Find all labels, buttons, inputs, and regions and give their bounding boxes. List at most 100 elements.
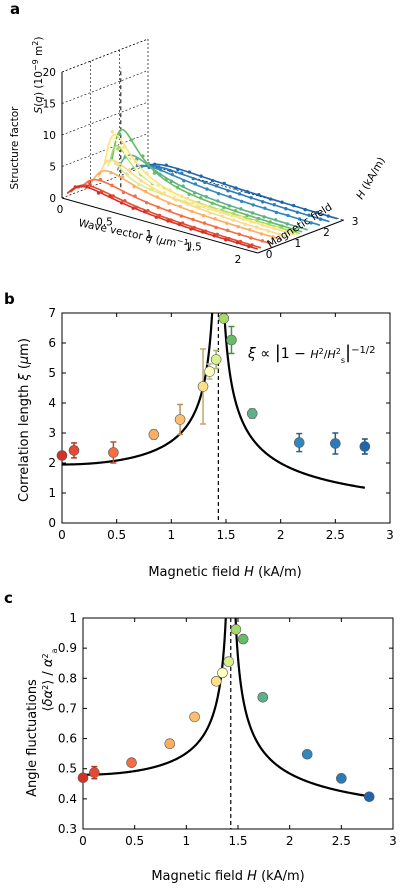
data-point-14 [363, 791, 375, 803]
structure-factor-point [222, 181, 226, 186]
structure-factor-point [158, 186, 163, 190]
structure-factor-point [200, 230, 205, 234]
data-point-6 [211, 675, 222, 687]
structure-factor-point [141, 154, 145, 158]
structure-factor-point [216, 199, 220, 203]
y-tick-label: 0.7 [58, 701, 77, 715]
structure-factor-point [135, 169, 139, 173]
structure-factor-point [98, 177, 103, 182]
structure-factor-point [245, 189, 250, 194]
structure-factor-point [143, 209, 147, 214]
y-tick-label: 0.6 [58, 732, 77, 746]
y-tick-label: 1 [69, 611, 77, 625]
x-tick-label: 1 [168, 528, 176, 542]
structure-factor-point [273, 218, 278, 222]
structure-factor-point [170, 192, 174, 196]
x-tick-label: 2 [286, 834, 294, 848]
structure-factor-point [250, 243, 254, 247]
structure-factor-point [309, 221, 313, 225]
s-tick-label: 20 [43, 67, 56, 79]
q-tick-label: 2 [235, 254, 242, 266]
structure-factor-point [168, 209, 172, 213]
structure-factor-point [250, 211, 255, 215]
structure-factor-point [259, 232, 264, 236]
structure-factor-point [180, 221, 185, 225]
structure-factor-point [228, 194, 232, 199]
data-point-5 [189, 711, 200, 723]
x-tick-label: 0 [58, 528, 66, 542]
structure-factor-point [234, 186, 238, 190]
b-ylabel: Correlation length ξ (μm) [17, 338, 32, 502]
structure-factor-point [268, 220, 272, 224]
structure-factor-point [226, 212, 230, 216]
data-point-13 [330, 438, 341, 449]
floor-back-edge [61, 164, 149, 199]
c-ylabel-symbol: ⟨δα2⟩ / α2a [41, 648, 59, 711]
x-tick-label: 1.5 [216, 528, 235, 542]
structure-factor-curve-10 [97, 159, 290, 238]
structure-factor-point [190, 209, 194, 214]
structure-factor-point [191, 176, 195, 181]
structure-factor-point [315, 210, 319, 215]
structure-factor-point [201, 213, 206, 218]
x-tick-label: 2.5 [326, 528, 345, 542]
structure-factor-point [168, 168, 172, 173]
a-curves [66, 128, 338, 250]
structure-factor-point [199, 196, 203, 200]
structure-factor-point [156, 205, 160, 209]
structure-factor-point [274, 210, 279, 215]
a-3d-frame [61, 38, 344, 254]
y-tick-label: 0.5 [58, 762, 77, 776]
structure-factor-point [249, 236, 253, 240]
structure-factor-point [192, 191, 197, 195]
structure-factor-point [176, 167, 180, 172]
structure-factor-point [202, 221, 207, 225]
structure-factor-point [109, 170, 113, 175]
structure-factor-point [96, 191, 101, 195]
structure-factor-point [285, 222, 289, 226]
structure-factor-point [297, 217, 302, 221]
h-tick-label: 2 [323, 227, 330, 239]
structure-factor-point [261, 200, 265, 204]
structure-factor-point [125, 172, 130, 177]
y-tick-label: 0.4 [58, 792, 77, 806]
h-tick-label: 3 [352, 216, 359, 228]
data-point-3 [126, 757, 137, 768]
structure-factor-point [177, 222, 182, 227]
structure-factor-point [257, 193, 261, 197]
y-tick-label: 6 [48, 336, 56, 350]
back-wall-grid [61, 38, 149, 73]
structure-factor-point [216, 191, 221, 196]
structure-factor-point [249, 195, 253, 200]
structure-factor-point [158, 168, 163, 172]
q-axis [61, 197, 258, 254]
structure-factor-point [152, 171, 157, 175]
structure-factor-point [191, 200, 196, 204]
structure-factor-point [185, 202, 189, 206]
structure-factor-point [220, 214, 224, 218]
structure-factor-point [280, 200, 284, 204]
structure-factor-point [150, 186, 155, 191]
structure-factor-point [238, 239, 243, 244]
structure-factor-point [249, 220, 253, 224]
a-xlabel: Wave vector q (μm−1) [77, 215, 193, 253]
x-tick-label: 0.5 [125, 834, 144, 848]
structure-factor-point [168, 188, 172, 192]
x-tick-label: 1 [183, 834, 191, 848]
structure-factor-point [214, 184, 219, 188]
structure-factor-point [222, 205, 226, 210]
structure-factor-point [155, 195, 159, 199]
structure-factor-point [260, 239, 265, 243]
x-tick-label: 1.5 [228, 834, 247, 848]
structure-factor-point [174, 198, 178, 202]
structure-factor-point [297, 225, 301, 229]
structure-factor-point [286, 213, 290, 218]
structure-factor-point [133, 159, 138, 164]
x-tick-label: 0 [79, 834, 87, 848]
theory-curve-branch-1 [62, 313, 214, 466]
structure-factor-point [263, 206, 267, 210]
structure-factor-point [235, 240, 240, 245]
structure-factor-point [251, 203, 255, 207]
structure-factor-point [191, 217, 195, 222]
